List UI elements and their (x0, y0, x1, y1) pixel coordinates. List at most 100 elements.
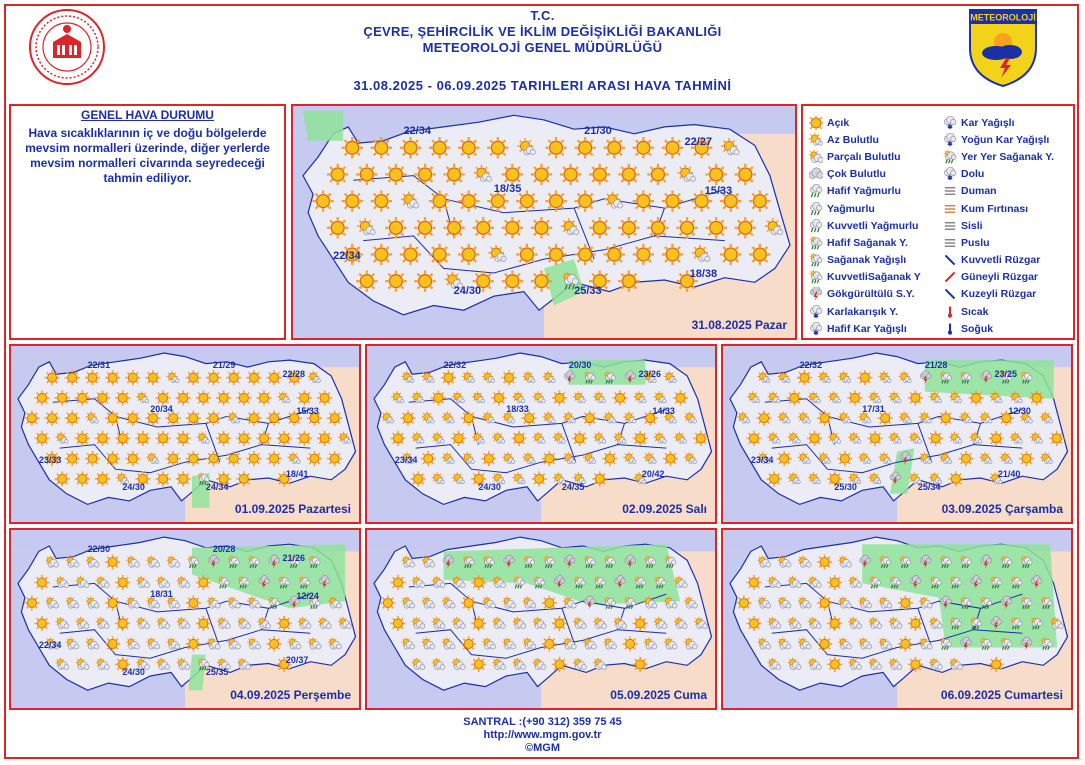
shower-icon (543, 555, 556, 569)
few-clouds-icon (888, 431, 902, 444)
partly-cloudy-icon (247, 596, 261, 609)
legend-item: Gökgürültülü S.Y. (809, 286, 921, 303)
temperature-label: 21/28 (924, 360, 948, 371)
partly-cloudy-icon (512, 657, 527, 670)
temperature-label: 25/34 (917, 481, 941, 492)
ministry-seal-logo (29, 9, 105, 85)
few-clouds-icon (918, 451, 932, 464)
partly-cloudy-icon (807, 616, 822, 630)
few-clouds-icon (787, 472, 801, 485)
legend: Açık Az Bulutlu Parçalı Bulutlu Çok Bulutlu… (801, 104, 1075, 340)
sun-icon (95, 471, 111, 487)
sun-icon (125, 451, 141, 467)
sun-icon (907, 656, 923, 672)
sun-icon (877, 410, 893, 426)
partly-cloudy-icon (613, 616, 627, 630)
few-clouds-icon (522, 451, 536, 464)
shower-icon (624, 596, 637, 609)
sun-icon (370, 190, 393, 212)
region-border (764, 582, 1023, 613)
partly-cloudy-icon (838, 637, 852, 650)
temperature-label: 24/34 (205, 481, 229, 492)
sun-icon (276, 615, 292, 631)
legend-item: Güneyli Rüzgar (943, 269, 1054, 286)
shower-icon (603, 596, 616, 609)
sun-icon (461, 595, 477, 611)
few-clouds-icon (868, 472, 882, 485)
sun-icon (185, 410, 201, 426)
sun-icon (430, 390, 446, 406)
few-clouds-icon (1019, 411, 1033, 424)
sun-icon (226, 451, 242, 467)
legend-item: KuvvetliSağanak Y (809, 269, 921, 286)
partly-cloudy-icon (126, 596, 140, 609)
temperature-label: 20/28 (212, 544, 236, 555)
partly-cloudy-icon (572, 616, 587, 630)
shower-icon (949, 616, 962, 630)
sun-icon (958, 451, 974, 467)
partly-cloudy-icon (522, 637, 537, 650)
partly-cloudy-icon (401, 555, 416, 568)
thunderstorm-icon (889, 471, 902, 486)
legend-label: Soğuk (961, 322, 994, 335)
sun-icon (521, 410, 537, 426)
sun-icon (589, 270, 611, 292)
few-clouds-icon (471, 391, 485, 404)
thunderstorm-icon (624, 370, 636, 384)
sun-icon (317, 390, 333, 406)
few-clouds-icon (401, 451, 415, 464)
partly-cloudy-icon (767, 616, 782, 630)
shower-icon (990, 575, 1003, 589)
partly-cloudy-icon (287, 637, 302, 650)
few-clouds-icon (979, 451, 993, 464)
thunderstorm-icon (919, 370, 932, 384)
few-clouds-icon (582, 451, 596, 464)
shower-icon (482, 555, 495, 569)
partly-cloudy-icon (878, 596, 893, 609)
sun-icon (266, 370, 282, 386)
sun-icon (451, 430, 467, 446)
sun-icon (84, 451, 100, 467)
sun-icon (471, 656, 487, 672)
few-clouds-icon (838, 370, 852, 383)
partly-cloudy-icon (75, 575, 90, 589)
sun-icon (236, 430, 252, 446)
footer-url[interactable]: http://www.mgm.gov.tr (483, 729, 602, 741)
sun-icon (276, 430, 292, 446)
sun-icon (95, 390, 111, 406)
region-border (764, 398, 1023, 428)
sandstorm-icon (944, 204, 956, 213)
sun-icon (897, 595, 913, 611)
few-clouds-icon (431, 431, 445, 444)
partly-cloudy-icon (582, 637, 597, 650)
legend-label: Sisli (961, 219, 983, 232)
sun-icon (632, 137, 655, 159)
sun-icon (165, 451, 181, 467)
sun-icon (481, 451, 497, 467)
sun-icon (165, 410, 181, 426)
legend-item: Sağanak Yağışlı (809, 252, 921, 269)
shower-icon (523, 555, 536, 569)
few-clouds-icon (357, 218, 376, 236)
shower-icon (1020, 555, 1033, 569)
region-border (917, 423, 933, 463)
shower-icon (197, 472, 210, 485)
partly-cloudy-icon (532, 616, 547, 630)
shower-icon (533, 575, 546, 589)
partly-cloudy-icon (492, 616, 506, 630)
shower-icon (603, 555, 616, 569)
few-clouds-icon (633, 391, 647, 404)
legend-label: KuvvetliSağanak Y (827, 271, 921, 284)
legend-item: ✱ Hafif Kar Yağışlı (809, 320, 921, 337)
partly-cloudy-icon (226, 596, 241, 609)
few-clouds-icon (603, 411, 617, 424)
map-date-label: 05.09.2025 Cuma (610, 688, 707, 702)
shower-icon (573, 575, 586, 589)
partly-cloudy-icon (562, 637, 577, 650)
sun-icon (440, 370, 456, 386)
shower-icon (227, 555, 240, 569)
legend-item: Soğuk (943, 320, 1054, 337)
few-clouds-icon (492, 431, 506, 444)
shower-icon (268, 596, 281, 609)
shower-icon (879, 555, 892, 569)
